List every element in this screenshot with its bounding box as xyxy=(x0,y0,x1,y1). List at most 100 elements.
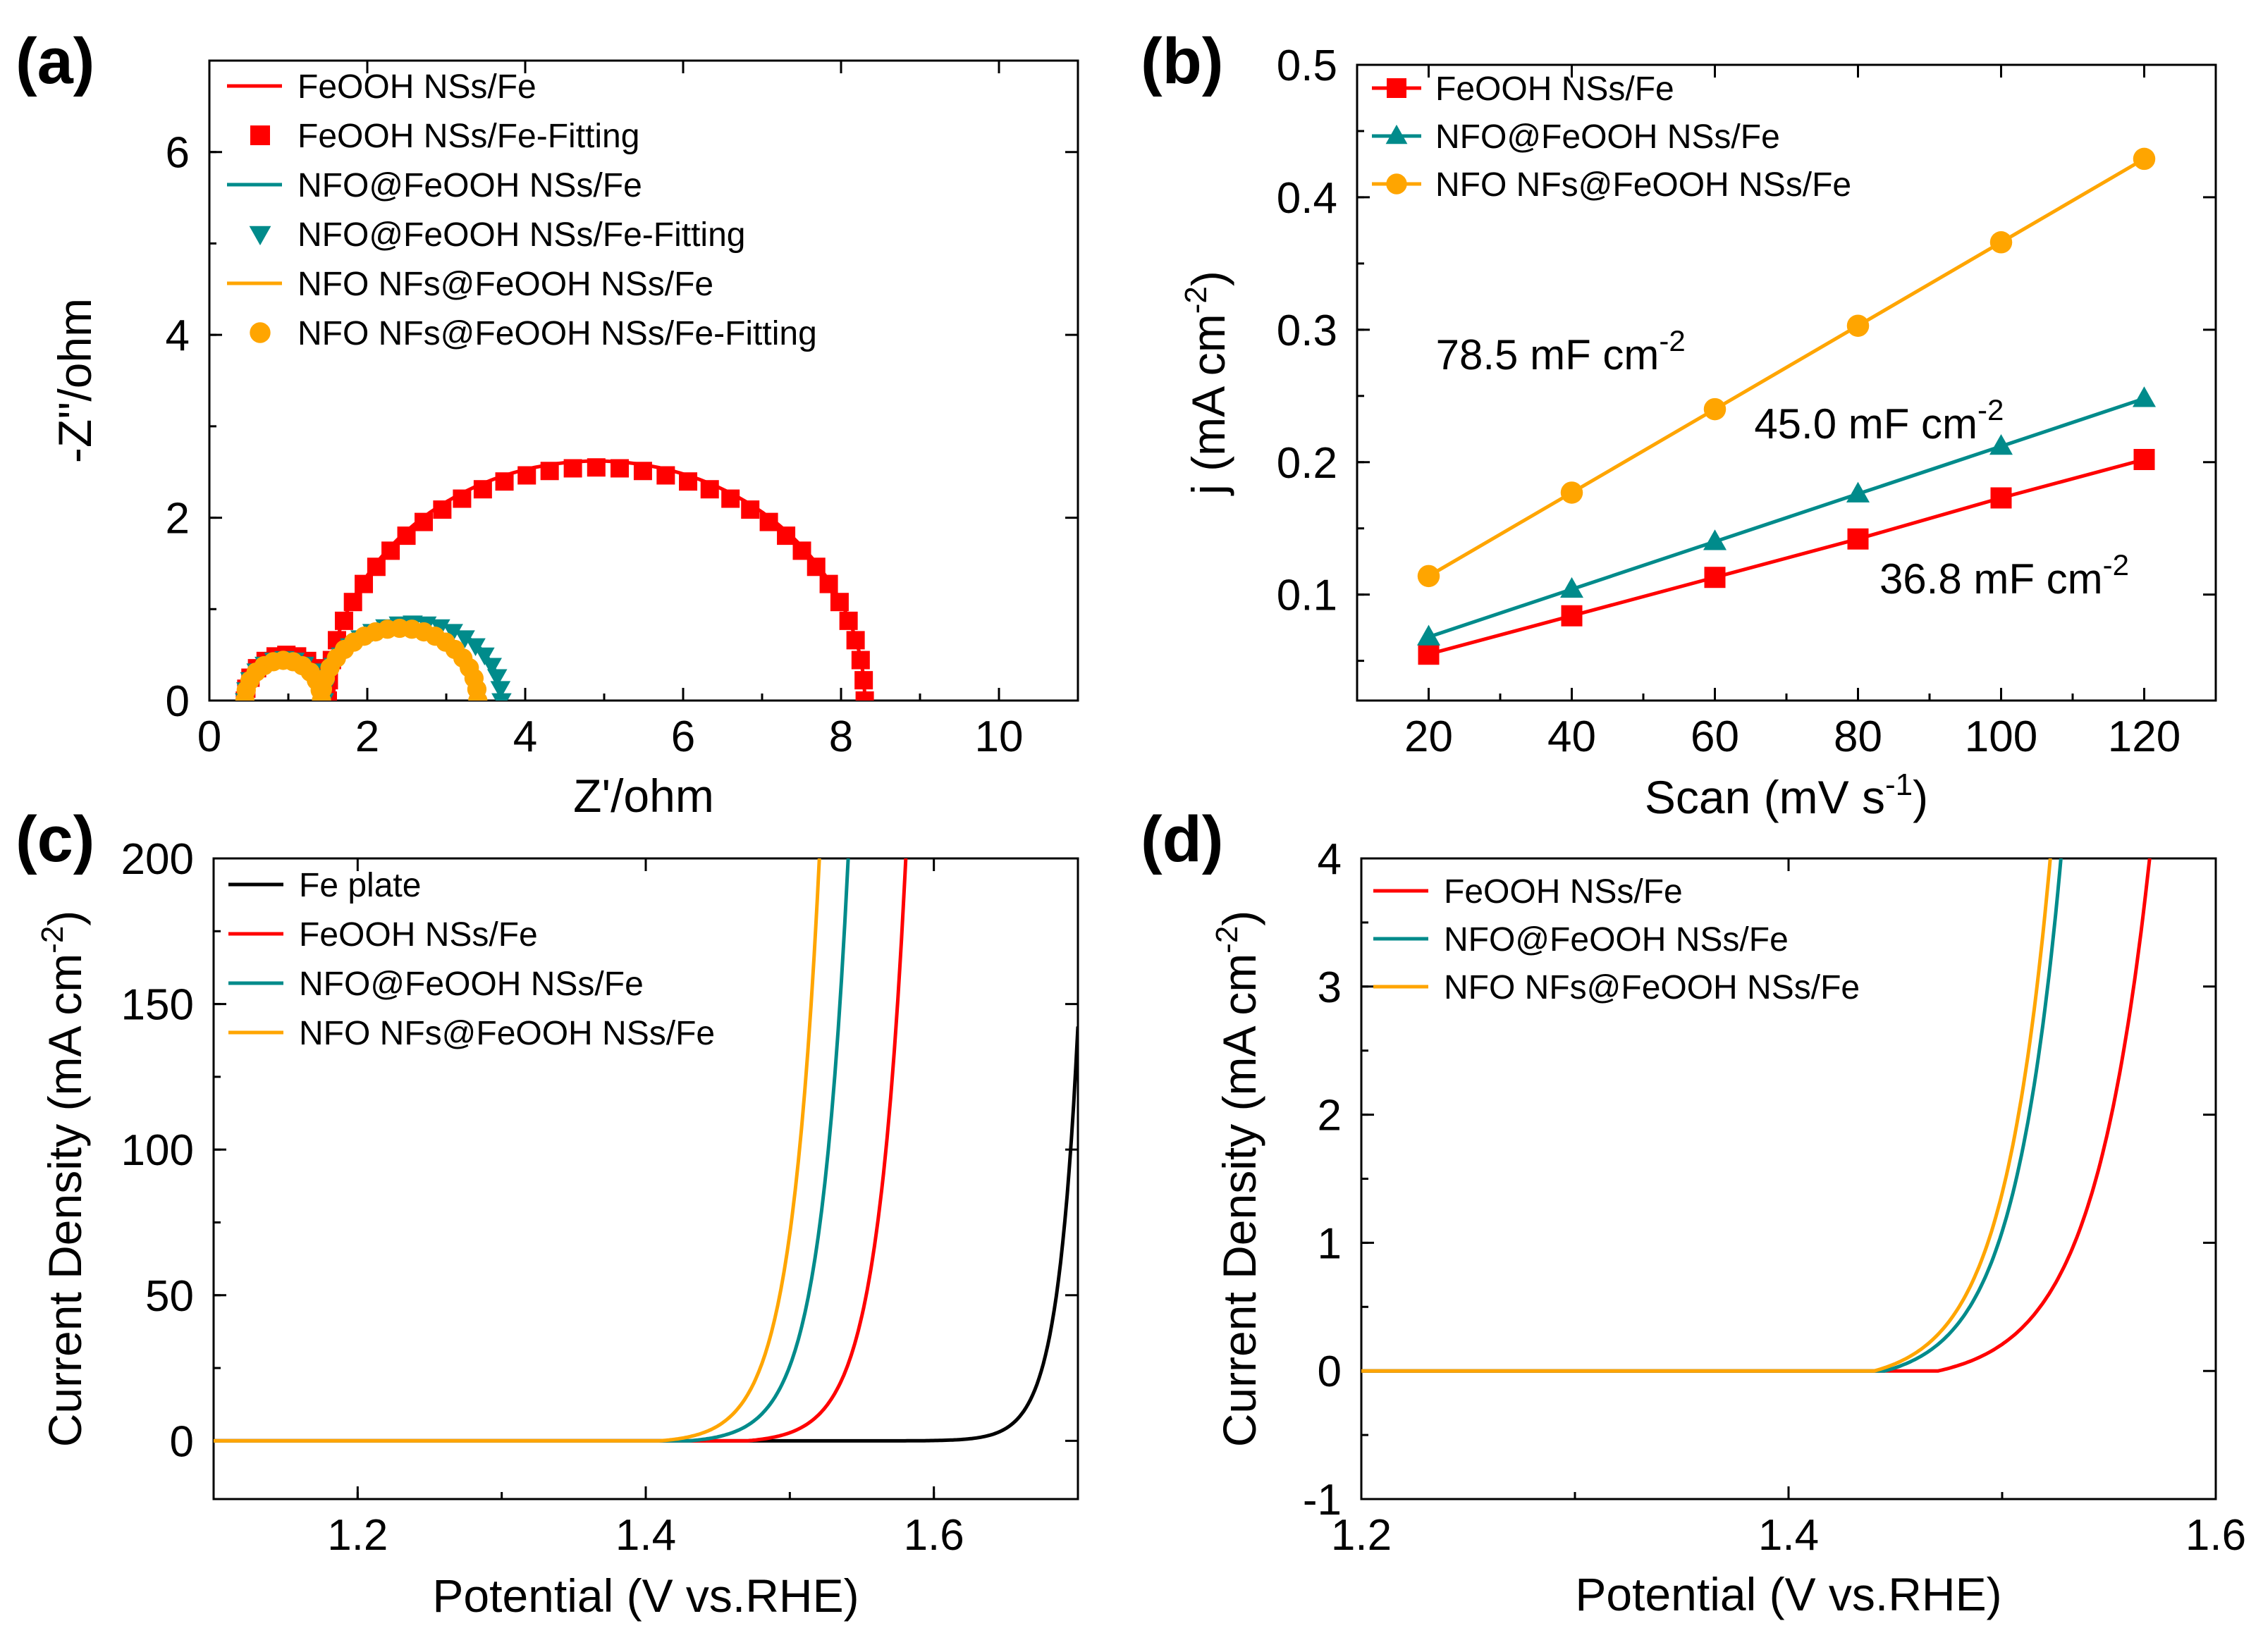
fitting-marker xyxy=(540,462,559,481)
series-feooh-nss-fe xyxy=(1361,858,2152,1373)
x-tick-label: 2 xyxy=(355,713,379,761)
y-tick-label: 0.2 xyxy=(1277,439,1337,488)
y-axis-label: Current Density (mA cm-2) xyxy=(1210,911,1265,1448)
y-tick-label: 150 xyxy=(121,981,194,1030)
fitting-marker xyxy=(587,458,606,477)
plot-frame xyxy=(1356,63,2217,702)
fitting-marker xyxy=(777,526,796,545)
plot-area xyxy=(214,858,1078,1443)
legend-entry-label: Fe plate xyxy=(299,867,421,904)
series-line xyxy=(1428,397,2145,639)
fitting-marker xyxy=(367,557,386,577)
plot-area xyxy=(1361,858,2152,1373)
series-nfo-nfs-feooh-nss-fe xyxy=(1361,858,2052,1373)
panel-d-polarization-zoom-plot: 1.2 1.4 1.6 -1 0 1 2 3 4 Potential (V vs.RHE) Curr… xyxy=(1141,803,2246,1620)
x-tick-label: 10 xyxy=(975,713,1024,761)
series-nfo-feooh-nss-fe xyxy=(1417,386,2156,646)
fitting-marker xyxy=(610,459,629,478)
x-tick-label: 4 xyxy=(513,713,537,761)
y-axis-label: -Z''/ohm xyxy=(49,298,101,463)
y-tick-label: 2 xyxy=(166,495,190,543)
y-tick-label: 0 xyxy=(166,677,190,726)
fitting-marker xyxy=(433,500,452,519)
data-point xyxy=(1703,529,1727,550)
y-tick-label: 0.5 xyxy=(1277,42,1337,90)
y-axis-label: j (mA cm-2) xyxy=(1179,271,1234,496)
x-tick-label: 8 xyxy=(829,713,853,761)
y-tick-label: 200 xyxy=(121,835,194,884)
fitting-marker xyxy=(473,480,492,499)
legend-entry-label: NFO NFs@FeOOH NSs/Fe-Fitting xyxy=(298,315,817,352)
data-point xyxy=(1417,565,1440,588)
x-tick-label: 1.4 xyxy=(1758,1511,1819,1560)
data-point xyxy=(1989,231,2013,254)
data-point xyxy=(1561,605,1583,627)
legend-entry-label: NFO NFs@FeOOH NSs/Fe xyxy=(1444,969,1860,1006)
panel-b-capacitance-plot: 20 40 60 80 100 120 0.1 0.2 0.3 0.4 0.5 Scan (mV s-… xyxy=(1141,25,2217,823)
y-tick-label: 0.3 xyxy=(1277,307,1337,355)
y-axis-label: Current Density (mA cm-2) xyxy=(35,911,91,1448)
fitting-marker xyxy=(355,574,374,593)
x-tick-label: 1.6 xyxy=(904,1511,964,1560)
data-point xyxy=(2133,147,2156,171)
fitting-marker xyxy=(397,526,416,545)
legend-entry-label: NFO@FeOOH NSs/Fe xyxy=(1444,921,1789,958)
fitting-marker xyxy=(679,472,698,491)
fitting-marker xyxy=(855,691,874,701)
x-tick-label: 40 xyxy=(1547,713,1596,761)
data-point xyxy=(1703,397,1727,421)
legend-entry-label: NFO@FeOOH NSs/Fe xyxy=(299,966,644,1003)
data-point xyxy=(1846,481,1870,503)
x-tick-label: 20 xyxy=(1404,713,1453,761)
legend-entry-label: NFO NFs@FeOOH NSs/Fe xyxy=(1435,166,1851,204)
y-tick-label: 100 xyxy=(121,1126,194,1175)
fitting-marker xyxy=(839,611,858,630)
fitting-marker xyxy=(381,541,400,560)
fitting-marker xyxy=(343,593,362,612)
legend-entry-label: FeOOH NSs/Fe xyxy=(299,916,538,954)
x-tick-label: 6 xyxy=(671,713,695,761)
x-tick-label: 0 xyxy=(197,713,221,761)
fitting-marker xyxy=(700,480,719,499)
panel-label: (c) xyxy=(16,803,94,875)
panel-label: (b) xyxy=(1141,25,1223,97)
x-axis-label: Potential (V vs.RHE) xyxy=(432,1570,859,1622)
y-tick-label: 50 xyxy=(145,1272,194,1321)
legend-entry-label: FeOOH NSs/Fe xyxy=(298,68,536,106)
series-feooh-nss-fe xyxy=(1418,448,2155,665)
x-tick-label: 120 xyxy=(2108,713,2181,761)
panel-a-impedance-plot: 0 2 4 6 8 10 0 2 4 6 Z'/ohm -Z''/ohm (a) FeOOH NSs/Fe… xyxy=(16,25,1079,822)
data-point xyxy=(2133,448,2155,470)
x-tick-label: 1.2 xyxy=(327,1511,388,1560)
legend-entry-label: FeOOH NSs/Fe xyxy=(1444,873,1683,911)
data-point xyxy=(1418,643,1440,665)
y-tick-label: 3 xyxy=(1318,963,1342,1012)
legend-entry-label: NFO@FeOOH NSs/Fe xyxy=(1435,118,1780,156)
series-line xyxy=(1428,157,2145,578)
fitting-marker xyxy=(486,669,508,687)
x-tick-label: 1.2 xyxy=(1331,1511,1392,1560)
data-point xyxy=(1989,433,2013,455)
fitting-marker xyxy=(563,459,582,478)
y-tick-label: 0.1 xyxy=(1277,572,1337,620)
panel-c-polarization-plot: 1.2 1.4 1.6 0 50 100 150 200 Potential (V vs.RHE… xyxy=(16,803,1079,1622)
polarization-curve xyxy=(214,858,821,1443)
fitting-marker xyxy=(482,658,502,676)
y-tick-label: 1 xyxy=(1318,1219,1342,1268)
fitting-marker xyxy=(415,512,434,531)
x-tick-label: 60 xyxy=(1691,713,1739,761)
y-tick-label: 2 xyxy=(1318,1092,1342,1140)
legend-marker-swatch xyxy=(250,322,271,343)
legend-entry-label: FeOOH NSs/Fe xyxy=(1435,70,1674,108)
x-tick-label: 80 xyxy=(1834,713,1882,761)
polarization-curve xyxy=(1361,858,2052,1373)
data-point xyxy=(1417,624,1440,646)
data-point xyxy=(1846,314,1870,337)
polarization-curve xyxy=(1361,858,2152,1373)
legend-entry-label: NFO@FeOOH NSs/Fe-Fitting xyxy=(298,216,745,254)
series-nfo-feooh-nss-fe xyxy=(1361,858,2063,1373)
polarization-curve xyxy=(1361,858,2063,1373)
data-point xyxy=(1704,567,1726,588)
capacitance-annotation: 36.8 mF cm-2 xyxy=(1879,548,2129,603)
data-point xyxy=(1560,577,1583,598)
